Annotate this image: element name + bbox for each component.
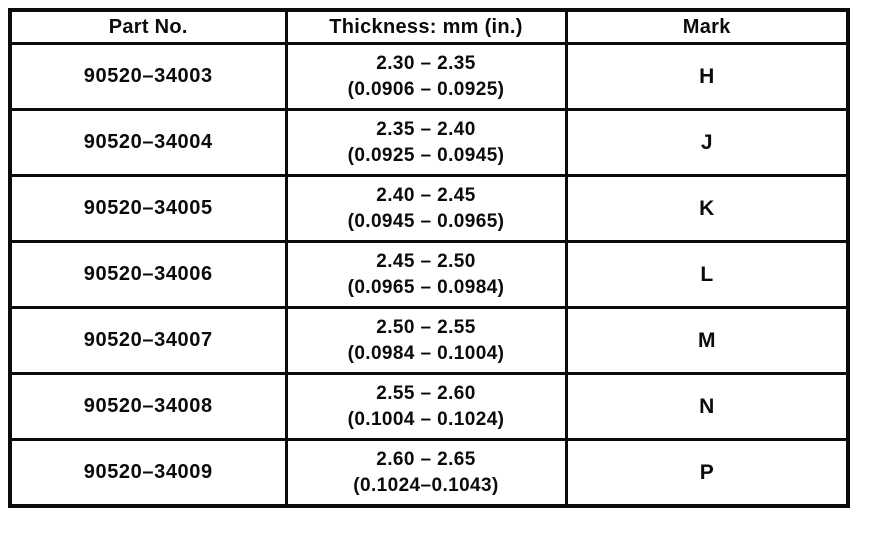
column-header-thickness: Thickness: mm (in.) [284,8,568,45]
thickness-spec-table: Part No. Thickness: mm (in.) Mark 90520–… [8,8,850,508]
part-no-cell: 90520–34004 [8,108,288,177]
part-no-cell: 90520–34005 [8,174,288,243]
table-row: 90520–34003 2.30 – 2.35 (0.0906 – 0.0925… [8,42,850,111]
mark-cell: M [564,306,850,375]
table-row: 90520–34007 2.50 – 2.55 (0.0984 – 0.1004… [8,306,850,375]
mark-cell: K [564,174,850,243]
thickness-cell: 2.60 – 2.65 (0.1024–0.1043) [284,438,568,508]
thickness-cell: 2.55 – 2.60 (0.1004 – 0.1024) [284,372,568,441]
thickness-mm: 2.55 – 2.60 [376,382,476,404]
thickness-cell: 2.40 – 2.45 (0.0945 – 0.0965) [284,174,568,243]
part-no-cell: 90520–34009 [8,438,288,508]
part-no-cell: 90520–34003 [8,42,288,111]
header-row: Part No. Thickness: mm (in.) Mark [8,8,850,45]
table-row: 90520–34004 2.35 – 2.40 (0.0925 – 0.0945… [8,108,850,177]
part-no-cell: 90520–34008 [8,372,288,441]
table-row: 90520–34008 2.55 – 2.60 (0.1004 – 0.1024… [8,372,850,441]
thickness-cell: 2.45 – 2.50 (0.0965 – 0.0984) [284,240,568,309]
mark-cell: P [564,438,850,508]
thickness-in: (0.0906 – 0.0925) [347,78,505,100]
thickness-mm: 2.60 – 2.65 [376,448,476,470]
part-no-cell: 90520–34007 [8,306,288,375]
table-row: 90520–34005 2.40 – 2.45 (0.0945 – 0.0965… [8,174,850,243]
mark-cell: L [564,240,850,309]
table-row: 90520–34006 2.45 – 2.50 (0.0965 – 0.0984… [8,240,850,309]
thickness-mm: 2.40 – 2.45 [376,184,476,206]
thickness-in: (0.1004 – 0.1024) [347,408,505,430]
mark-cell: H [564,42,850,111]
mark-cell: J [564,108,850,177]
thickness-mm: 2.35 – 2.40 [376,118,476,140]
thickness-mm: 2.45 – 2.50 [376,250,476,272]
thickness-in: (0.0945 – 0.0965) [347,210,505,232]
thickness-in: (0.0925 – 0.0945) [347,144,505,166]
thickness-cell: 2.30 – 2.35 (0.0906 – 0.0925) [284,42,568,111]
table-row: 90520–34009 2.60 – 2.65 (0.1024–0.1043) … [8,438,850,508]
column-header-mark: Mark [564,8,850,45]
thickness-cell: 2.35 – 2.40 (0.0925 – 0.0945) [284,108,568,177]
column-header-part-no: Part No. [8,8,288,45]
thickness-cell: 2.50 – 2.55 (0.0984 – 0.1004) [284,306,568,375]
mark-cell: N [564,372,850,441]
thickness-in: (0.0965 – 0.0984) [347,276,505,298]
thickness-mm: 2.30 – 2.35 [376,52,476,74]
thickness-in: (0.1024–0.1043) [353,474,499,496]
thickness-in: (0.0984 – 0.1004) [347,342,505,364]
part-no-cell: 90520–34006 [8,240,288,309]
thickness-mm: 2.50 – 2.55 [376,316,476,338]
